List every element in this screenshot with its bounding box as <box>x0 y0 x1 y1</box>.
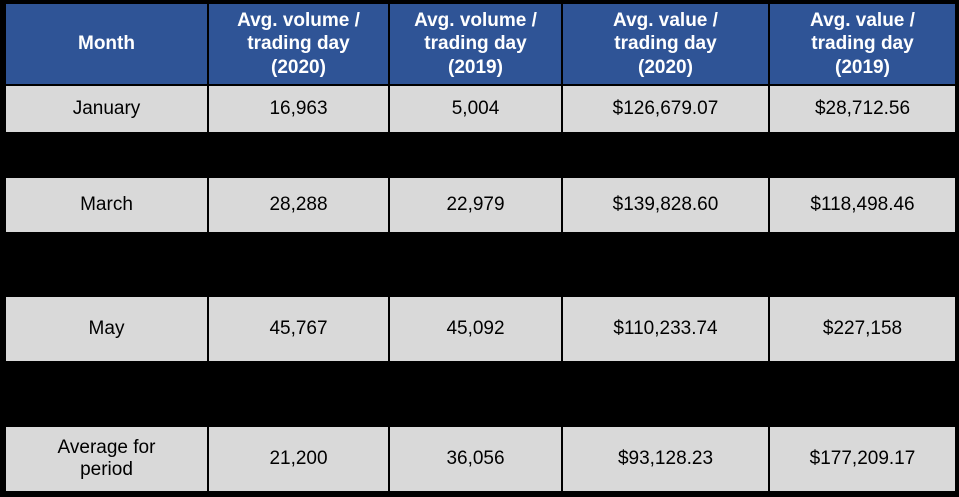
march-volume-2019-cell: 22,979 <box>390 178 561 232</box>
avg-value-2020-header-cell: Avg. value / trading day (2020) <box>563 4 768 84</box>
avg-volume-2020-header-cell: Avg. volume / trading day (2020) <box>209 4 388 84</box>
march-value-2020-cell: $139,828.60 <box>563 178 768 232</box>
may-value-2019-cell: $227,158 <box>770 297 955 361</box>
may-volume-2019-cell: 45,092 <box>390 297 561 361</box>
redacted-row-2 <box>6 234 955 295</box>
average-period-value-2020-cell: $93,128.23 <box>563 427 768 491</box>
january-month-cell: January <box>6 86 207 132</box>
january-value-2020-cell: $126,679.07 <box>563 86 768 132</box>
redacted-row-3 <box>6 363 955 425</box>
january-volume-2019-cell: 5,004 <box>390 86 561 132</box>
redacted-row-1 <box>6 134 955 176</box>
avg-value-2019-header-cell: Avg. value / trading day (2019) <box>770 4 955 84</box>
may-month-cell: May <box>6 297 207 361</box>
january-value-2019-cell: $28,712.56 <box>770 86 955 132</box>
march-month-cell: March <box>6 178 207 232</box>
average-period-month-cell: Average for period <box>6 427 207 491</box>
january-volume-2020-cell: 16,963 <box>209 86 388 132</box>
month-header-cell: Month <box>6 4 207 84</box>
avg-volume-2019-header-cell: Avg. volume / trading day (2019) <box>390 4 561 84</box>
march-volume-2020-cell: 28,288 <box>209 178 388 232</box>
may-volume-2020-cell: 45,767 <box>209 297 388 361</box>
may-value-2020-cell: $110,233.74 <box>563 297 768 361</box>
average-period-volume-2019-cell: 36,056 <box>390 427 561 491</box>
march-value-2019-cell: $118,498.46 <box>770 178 955 232</box>
average-period-volume-2020-cell: 21,200 <box>209 427 388 491</box>
average-period-value-2019-cell: $177,209.17 <box>770 427 955 491</box>
